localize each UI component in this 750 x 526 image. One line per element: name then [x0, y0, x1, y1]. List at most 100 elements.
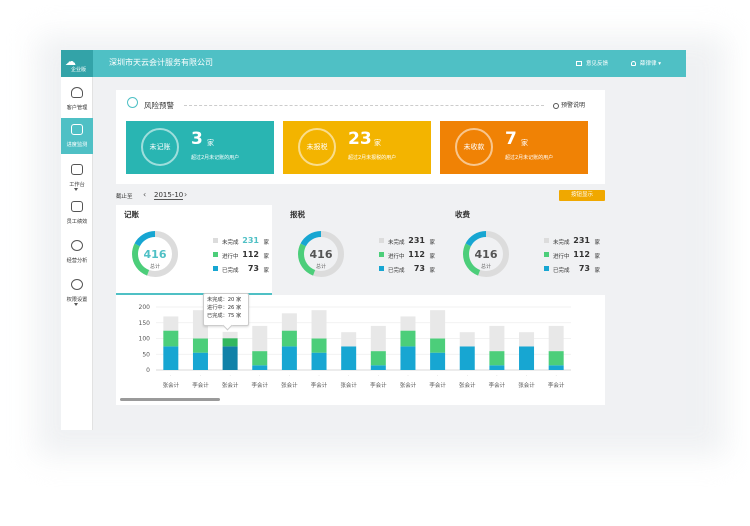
bar-segment[interactable] [281, 346, 297, 370]
x-tick-mark: · [437, 373, 438, 378]
bar-segment[interactable] [281, 330, 297, 347]
bar-segment[interactable] [430, 310, 446, 339]
legend-swatch [544, 252, 549, 257]
horizontal-scrollbar[interactable] [120, 398, 220, 401]
y-tick-label: 50 [142, 351, 150, 358]
y-tick-label: 100 [139, 336, 151, 343]
bar-segment[interactable] [400, 316, 416, 331]
alert-card-unpaid[interactable]: 未收款 7 家 超过2月未记账的用户 [440, 121, 588, 174]
bar-segment[interactable] [489, 351, 505, 366]
bar-segment[interactable] [252, 351, 268, 366]
bar-segment[interactable] [341, 332, 357, 347]
alert-card-unbooked[interactable]: 未记账 3 家 超过2月未记账的用户 [126, 121, 274, 174]
donut-segment [298, 231, 344, 277]
bar-segment[interactable] [192, 338, 208, 353]
donut-segment [463, 231, 509, 277]
bar-segment[interactable] [548, 351, 564, 366]
legend-unit: 家 [263, 240, 269, 246]
bar-segment[interactable] [252, 325, 268, 352]
x-tick-label: 张会计 [281, 381, 298, 389]
bar-segment[interactable] [311, 352, 327, 370]
bar-segment[interactable] [163, 346, 179, 370]
bar-segment[interactable] [519, 332, 535, 347]
x-tick-label: 张会计 [459, 381, 476, 389]
bar-segment[interactable] [163, 330, 179, 347]
panel-tax[interactable]: 报税 416 总计 未完成 231 家 进行中 112 家 已完成 73 家 [282, 205, 438, 295]
alert-note-link[interactable]: 预警说明 [553, 100, 585, 109]
date-filter-label: 截止至 [116, 194, 133, 200]
bar-segment[interactable] [163, 316, 179, 331]
x-tick-mark: · [170, 373, 171, 378]
bar-segment[interactable] [222, 346, 238, 370]
cloud-icon: ☁ [65, 55, 76, 68]
legend-label: 进行中 [222, 254, 239, 260]
bar-segment[interactable] [281, 313, 297, 331]
bar-segment[interactable] [311, 310, 327, 339]
x-tick-label: 李会计 [370, 381, 387, 389]
donut-total-label: 总计 [315, 264, 326, 270]
top-bar: ☁ 企业版 深圳市天云会计服务有限公司 意见反馈 薛律律 ▾ [61, 50, 686, 77]
x-tick-mark: · [318, 373, 319, 378]
x-tick-mark: · [378, 373, 379, 378]
panel-bookkeeping[interactable]: 记账 416 总计 未完成 231 家 进行中 112 家 已完成 73 家 [116, 205, 272, 295]
bar-segment[interactable] [489, 325, 505, 352]
bar-segment[interactable] [222, 331, 238, 339]
bar-segment[interactable] [222, 338, 238, 347]
panel-title: 报税 [290, 210, 305, 219]
bar-segment[interactable] [370, 325, 386, 352]
bar-segment[interactable] [459, 346, 475, 370]
chevron-left-icon[interactable]: ‹ [143, 190, 147, 199]
brand-logo[interactable]: ☁ 企业版 [61, 50, 93, 77]
gear-icon [553, 102, 559, 109]
bar-segment[interactable] [430, 338, 446, 353]
tooltip-line: 已完成：75 家 [207, 313, 242, 319]
bar-segment[interactable] [252, 365, 268, 370]
bar-segment[interactable] [430, 352, 446, 370]
bar-segment[interactable] [341, 346, 357, 370]
y-tick-label: 200 [139, 304, 151, 311]
chevron-right-icon[interactable]: › [184, 190, 188, 199]
x-tick-label: 张会计 [400, 381, 417, 389]
date-picker[interactable]: 2015-10 [154, 191, 184, 200]
legend-value: 73 [413, 264, 425, 273]
alert-card-desc: 超过2月未记账的用户 [505, 155, 554, 161]
bar-segment[interactable] [370, 365, 386, 370]
bar-segment[interactable] [519, 346, 535, 370]
sidebar-item-label: 进度监测 [66, 142, 88, 148]
sidebar-item-workbench[interactable]: 工作台 [61, 158, 93, 194]
legend-unit: 家 [429, 268, 435, 274]
bar-segment[interactable] [400, 330, 416, 347]
divider [184, 105, 544, 106]
display-button[interactable]: 按钮显示 [559, 190, 605, 201]
sidebar-item-performance[interactable]: 员工绩效 [61, 195, 93, 231]
alert-card-untaxed[interactable]: 未报税 23 家 超过2月未报税的用户 [283, 121, 431, 174]
sidebar-item-permissions[interactable]: 权限设置 [61, 273, 93, 309]
x-tick-mark: · [259, 373, 260, 378]
sidebar-item-analysis[interactable]: 经营分析 [61, 234, 93, 270]
alert-card-unit: 家 [374, 139, 381, 147]
bar-segment[interactable] [548, 365, 564, 370]
bar-segment[interactable] [311, 338, 327, 353]
feedback-link[interactable]: 意见反馈 [576, 59, 608, 67]
x-tick-mark: · [467, 373, 468, 378]
panel-fees[interactable]: 收费 416 总计 未完成 231 家 进行中 112 家 已完成 73 家 [447, 205, 603, 295]
bar-segment[interactable] [192, 352, 208, 370]
bar-segment[interactable] [548, 325, 564, 352]
x-tick-label: 李会计 [192, 381, 209, 389]
bar-segment[interactable] [400, 346, 416, 370]
legend-swatch [544, 238, 549, 243]
bar-segment[interactable] [459, 332, 475, 347]
sliders-icon [71, 201, 83, 212]
message-icon [576, 61, 582, 66]
bar-segment[interactable] [370, 351, 386, 366]
donut-total-label: 总计 [480, 264, 491, 270]
user-menu[interactable]: 薛律律 ▾ [631, 59, 661, 67]
sidebar-item-customers[interactable]: 客户管理 [61, 81, 93, 117]
chevron-down-icon [74, 303, 78, 306]
bar-segment[interactable] [489, 365, 505, 370]
sidebar-item-progress[interactable]: 进度监测 [61, 118, 93, 154]
risk-alert-panel: 风险预警 预警说明 未记账 3 家 超过2月未记账的用户 未报税 23 家 超过… [116, 90, 605, 184]
donut-total: 416 [309, 248, 333, 261]
donut-total: 416 [143, 248, 167, 261]
x-tick-mark: · [407, 373, 408, 378]
